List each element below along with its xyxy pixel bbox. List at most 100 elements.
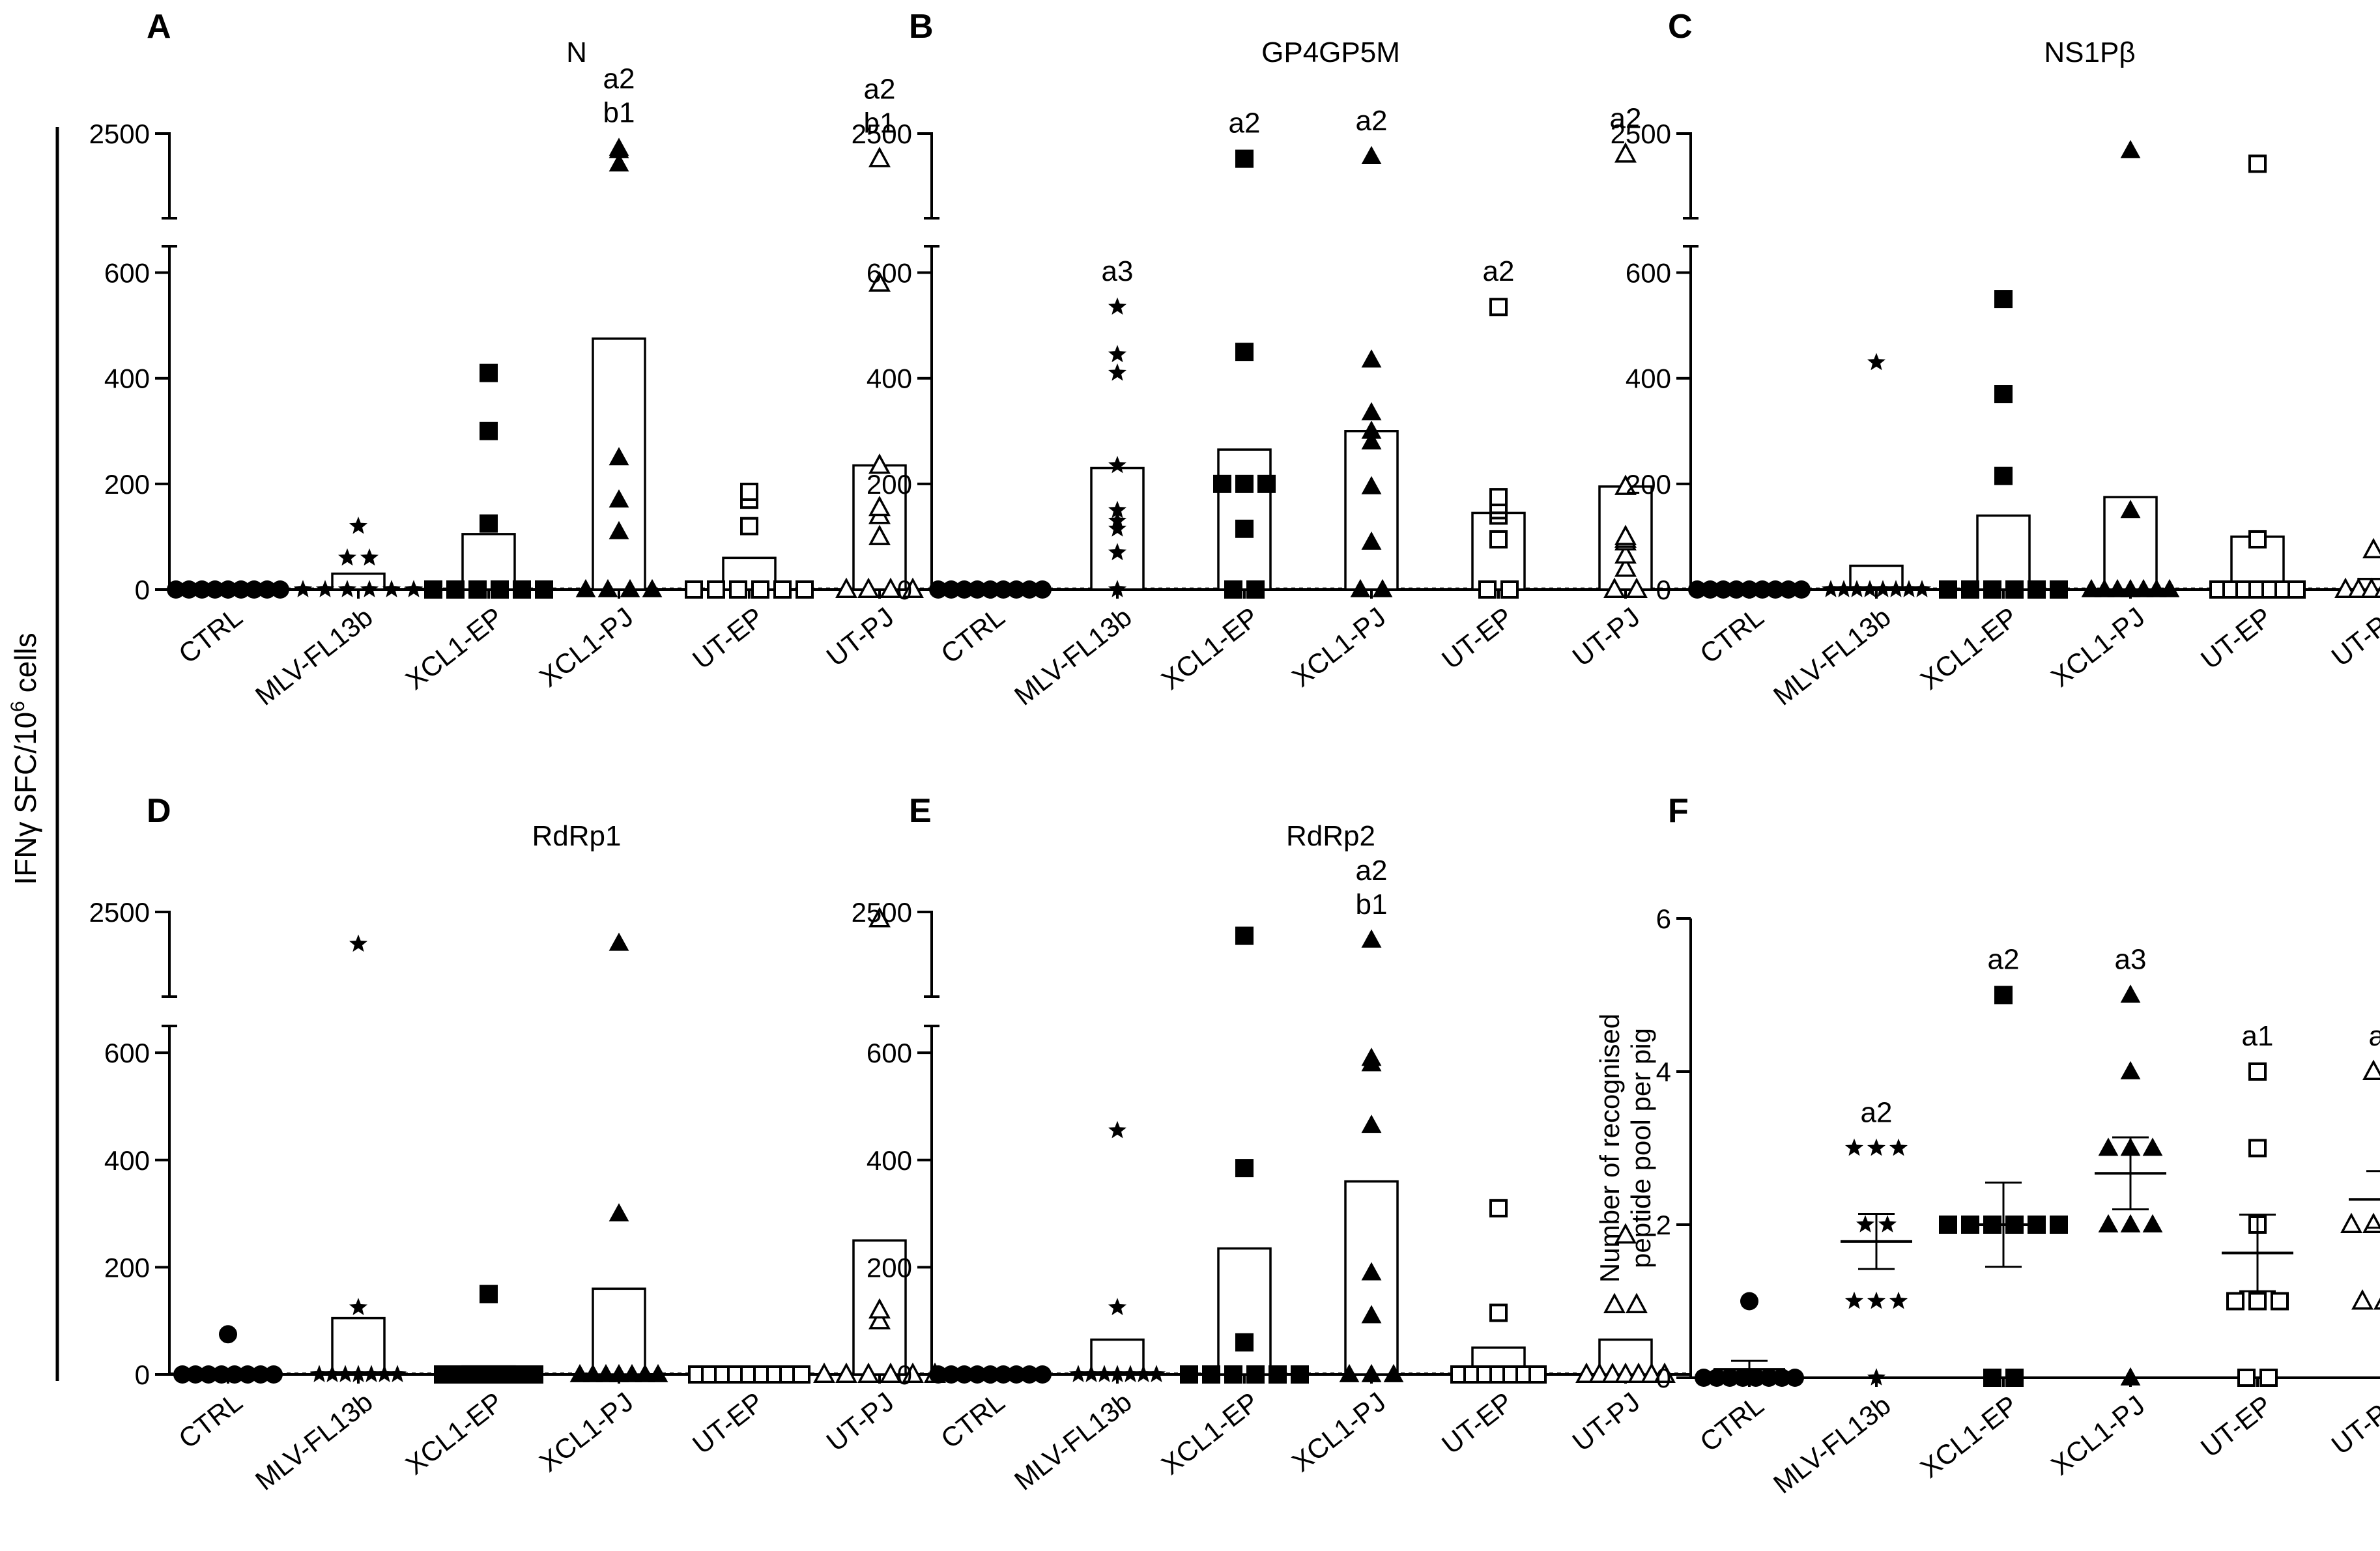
x-tick-label: XCL1-PJ bbox=[2045, 1389, 2150, 1481]
data-point bbox=[880, 577, 902, 598]
data-point bbox=[1020, 1365, 1039, 1384]
data-point bbox=[1361, 1363, 1382, 1382]
data-point bbox=[857, 577, 880, 598]
x-tick-label: XCL1-EP bbox=[1156, 601, 1265, 696]
data-point bbox=[265, 1365, 283, 1384]
y-tick-label: 400 bbox=[867, 363, 912, 394]
data-point bbox=[1082, 1365, 1100, 1382]
data-point bbox=[212, 1365, 231, 1384]
significance-label: a2 bbox=[1861, 1097, 1893, 1129]
y-tick-label: 400 bbox=[1626, 363, 1671, 394]
data-point bbox=[1235, 474, 1254, 493]
data-point bbox=[1614, 556, 1637, 577]
x-tick-label: XCL1-PJ bbox=[1286, 1386, 1391, 1478]
y-tick-label: 400 bbox=[104, 1145, 150, 1176]
x-tick-label: CTRL bbox=[173, 1386, 248, 1455]
data-point bbox=[1845, 1291, 1863, 1309]
data-point bbox=[2146, 578, 2167, 597]
data-point bbox=[1773, 1369, 1791, 1387]
data-point bbox=[609, 153, 629, 172]
data-point bbox=[740, 483, 758, 502]
data-point bbox=[955, 1365, 973, 1384]
data-point bbox=[773, 580, 792, 599]
data-point bbox=[2362, 1059, 2380, 1080]
data-point bbox=[1779, 580, 1798, 599]
data-point bbox=[1913, 580, 1931, 597]
y-tick-label: 0 bbox=[897, 1359, 912, 1390]
data-point bbox=[1983, 1369, 2001, 1387]
data-point bbox=[1361, 349, 1382, 368]
data-point bbox=[424, 580, 442, 599]
data-point bbox=[480, 421, 498, 440]
data-point bbox=[1708, 1369, 1726, 1387]
y-tick-label: 2500 bbox=[852, 119, 912, 149]
data-point bbox=[1654, 1362, 1676, 1383]
data-point bbox=[994, 580, 1012, 599]
data-point bbox=[1614, 1223, 1637, 1244]
data-point bbox=[1361, 431, 1382, 449]
data-point bbox=[796, 580, 814, 599]
data-point bbox=[258, 580, 276, 599]
data-point bbox=[2334, 577, 2357, 598]
data-point bbox=[2050, 580, 2068, 599]
y-tick-label: 6 bbox=[1656, 904, 1671, 934]
data-point bbox=[609, 137, 629, 156]
significance-label: b1 bbox=[1356, 889, 1388, 920]
data-point bbox=[1339, 1363, 1360, 1382]
data-point bbox=[336, 1365, 354, 1382]
data-point bbox=[1588, 1362, 1611, 1383]
data-point bbox=[609, 1363, 629, 1382]
y-tick-label: 200 bbox=[104, 469, 150, 500]
data-point bbox=[2373, 1298, 2380, 1310]
x-tick-label: UT-PJ bbox=[2326, 1389, 2380, 1460]
significance-label: a2 bbox=[1356, 105, 1388, 137]
data-point bbox=[868, 271, 891, 292]
y-tick-label: 0 bbox=[135, 575, 150, 605]
significance-label: a2 bbox=[1229, 107, 1261, 139]
data-point bbox=[955, 580, 973, 599]
data-point bbox=[294, 580, 312, 597]
data-point bbox=[1361, 531, 1382, 550]
data-point bbox=[219, 580, 237, 599]
data-point bbox=[180, 580, 198, 599]
data-point bbox=[1867, 1291, 1885, 1309]
data-point bbox=[219, 1325, 237, 1344]
y-tick-label: 200 bbox=[104, 1252, 150, 1283]
x-tick-label: UT-PJ bbox=[1567, 1386, 1646, 1457]
data-point bbox=[751, 580, 769, 599]
data-point bbox=[929, 580, 947, 599]
x-tick-label: MLV-FL13b bbox=[1768, 601, 1897, 711]
y-tick-label: 600 bbox=[867, 1038, 912, 1068]
data-point bbox=[1361, 420, 1382, 439]
data-point bbox=[310, 1365, 328, 1382]
data-point bbox=[929, 1365, 947, 1384]
data-point bbox=[1121, 1365, 1140, 1382]
data-point bbox=[2005, 1369, 2024, 1387]
data-point bbox=[513, 580, 531, 599]
data-point bbox=[1760, 1369, 1778, 1387]
y-tick-label: 2500 bbox=[89, 897, 150, 928]
y-tick-label: 2500 bbox=[852, 897, 912, 928]
significance-label: a2 bbox=[603, 63, 635, 94]
data-point bbox=[1867, 1138, 1885, 1156]
data-point bbox=[981, 1365, 999, 1384]
data-point bbox=[868, 147, 891, 167]
data-point bbox=[1235, 1159, 1254, 1178]
data-point bbox=[1939, 580, 1957, 599]
x-tick-label: CTRL bbox=[1694, 601, 1769, 670]
data-point bbox=[2340, 1212, 2362, 1233]
data-point bbox=[186, 1365, 205, 1384]
data-point bbox=[1489, 530, 1508, 548]
data-point bbox=[1235, 519, 1254, 538]
data-point bbox=[648, 1363, 668, 1382]
y-tick-label: 4 bbox=[1656, 1057, 1671, 1087]
data-point bbox=[1213, 474, 1231, 493]
panel-title: N bbox=[566, 36, 587, 68]
data-point bbox=[1383, 1363, 1404, 1382]
data-point bbox=[1727, 580, 1745, 599]
panel-d: RdRp1 0 200 400 600 2500 CTRL MLV-FL13b XCL1-EP X… bbox=[89, 820, 946, 1496]
data-point bbox=[2120, 1367, 2141, 1386]
